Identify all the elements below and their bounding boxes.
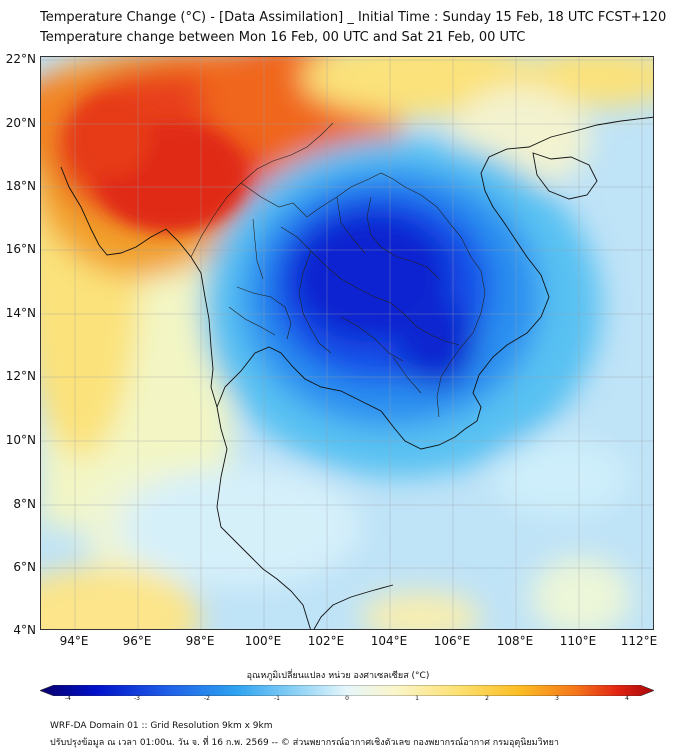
colorbar-tick: -2 [204, 695, 210, 702]
lat-label: 4°N [13, 623, 36, 637]
lon-label: 94°E [59, 634, 89, 648]
lat-label: 8°N [13, 497, 36, 511]
lat-label: 16°N [5, 242, 36, 256]
lon-label: 104°E [370, 634, 408, 648]
colorbar [39, 681, 655, 697]
model-info: WRF-DA Domain 01 :: Grid Resolution 9km … [50, 721, 273, 731]
colorbar-tick: 0 [345, 695, 349, 702]
lat-label: 22°N [5, 52, 36, 66]
lat-label: 10°N [5, 433, 36, 447]
lat-label: 14°N [5, 306, 36, 320]
colorbar-tick: 3 [555, 695, 559, 702]
lon-label: 112°E [620, 634, 658, 648]
colorbar-title: อุณหภูมิเปลี่ยนแปลง หน่วย องศาเซลเซียส (… [246, 671, 430, 681]
lon-label: 100°E [244, 634, 282, 648]
lat-label: 12°N [5, 369, 36, 383]
colorbar-tick: 4 [625, 695, 629, 702]
lon-label: 102°E [307, 634, 345, 648]
colorbar-tick: -4 [65, 695, 71, 702]
lon-label: 108°E [496, 634, 534, 648]
update-credit: ปรับปรุงข้อมูล ณ เวลา 01:00น. วัน จ. ที่… [50, 738, 559, 748]
map-subtitle: Temperature change between Mon 16 Feb, 0… [40, 30, 526, 45]
lat-label: 6°N [13, 560, 36, 574]
colorbar-tick: -1 [274, 695, 280, 702]
map-title: Temperature Change (°C) - [Data Assimila… [40, 10, 667, 25]
coastline [60, 116, 653, 629]
lon-label: 98°E [185, 634, 215, 648]
lon-label: 96°E [122, 634, 152, 648]
colorbar-tick: 1 [415, 695, 419, 702]
lat-label: 18°N [5, 179, 36, 193]
lon-label: 106°E [433, 634, 471, 648]
lat-label: 20°N [5, 116, 36, 130]
colorbar-tick: 2 [485, 695, 489, 702]
temperature-change-map [40, 56, 654, 630]
borders [190, 122, 486, 418]
colorbar-tick: -3 [134, 695, 140, 702]
lon-label: 110°E [559, 634, 597, 648]
graticule [41, 57, 653, 629]
